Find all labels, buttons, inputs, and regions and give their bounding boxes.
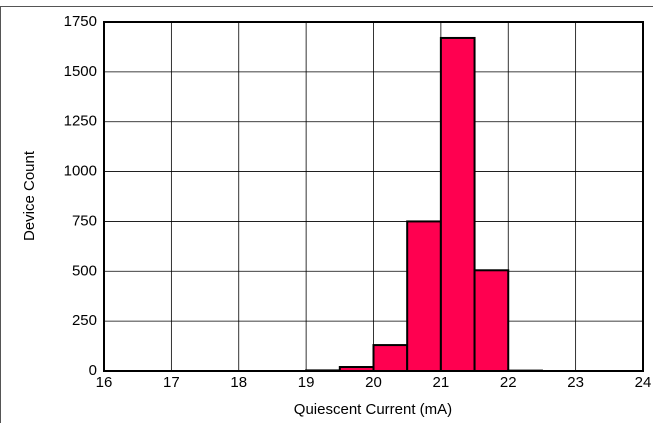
frame [0, 6, 653, 423]
y-axis-label: Device Count [21, 150, 38, 241]
bar [372, 344, 409, 372]
y-tick-label: 1750 [64, 13, 97, 30]
y-tick-label: 500 [72, 262, 97, 279]
y-tick-label: 250 [72, 312, 97, 329]
plot-border [103, 21, 644, 372]
bar [473, 269, 510, 372]
y-tick-label: 1250 [64, 113, 97, 130]
x-tick-label: 16 [96, 374, 113, 391]
y-tick-label: 0 [89, 362, 97, 379]
x-tick-label: 23 [567, 374, 584, 391]
x-tick-label: 22 [500, 374, 517, 391]
bar [406, 220, 442, 372]
x-tick-label: 21 [433, 374, 450, 391]
x-tick-label: 19 [298, 374, 315, 391]
y-tick-label: 1500 [64, 63, 97, 80]
x-tick-label: 18 [230, 374, 247, 391]
x-tick-label: 24 [635, 374, 652, 391]
y-tick-label: 750 [72, 212, 97, 229]
x-tick-label: 20 [365, 374, 382, 391]
x-axis-label: Quiescent Current (mA) [294, 401, 452, 418]
bar [439, 36, 476, 372]
y-tick-label: 1000 [64, 163, 97, 180]
x-tick-label: 17 [163, 374, 180, 391]
